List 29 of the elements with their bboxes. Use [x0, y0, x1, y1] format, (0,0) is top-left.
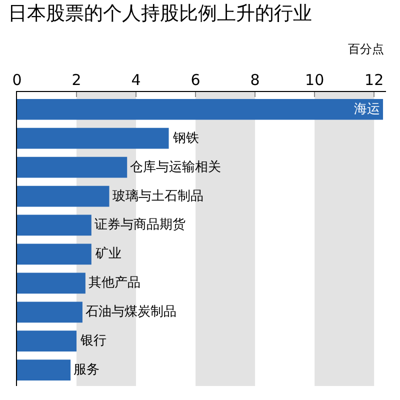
- bar: [17, 272, 86, 294]
- bar: [17, 360, 71, 380]
- bar: [17, 330, 77, 352]
- x-tick-label: 4: [131, 71, 141, 89]
- y-tick-label: 矿业: [94, 246, 122, 262]
- bar: [17, 302, 82, 323]
- x-axis-title: 百分点: [348, 42, 384, 56]
- bar: [17, 128, 169, 149]
- x-tick-label: 6: [190, 71, 200, 89]
- x-tick-label: 0: [12, 71, 22, 89]
- bar: [17, 98, 384, 120]
- x-tick-label: 8: [250, 71, 260, 89]
- bar: [17, 214, 92, 236]
- bar: [17, 186, 110, 207]
- bar: [17, 244, 92, 265]
- y-tick-label: 钢铁: [172, 130, 199, 146]
- chart-title: 日本股票的个人持股比例上升的行业: [8, 2, 312, 24]
- y-tick-label: 仓库与运输相关: [130, 160, 222, 175]
- x-tick-label: 10: [305, 71, 324, 89]
- x-tick-label: 12: [364, 71, 384, 89]
- y-tick-label: 服务: [74, 362, 100, 378]
- x-tick-label: 2: [72, 71, 82, 89]
- y-tick-label: 石油与煤炭制品: [85, 304, 176, 320]
- y-tick-label: 证券与商品期货: [94, 218, 186, 233]
- y-tick-label: 其他产品: [88, 276, 140, 291]
- y-tick-label: 银行: [80, 334, 107, 349]
- y-tick-label: 海运: [354, 102, 380, 117]
- y-tick-label: 玻璃与土石制品: [112, 188, 204, 204]
- bar: [17, 156, 128, 178]
